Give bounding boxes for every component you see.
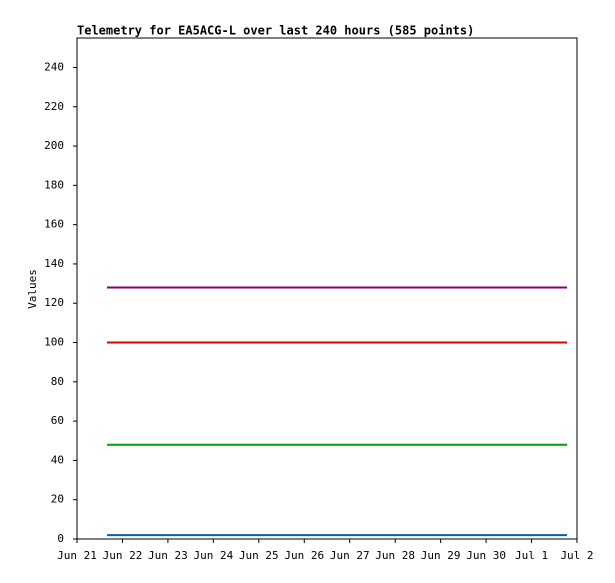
y-axis-label: Values xyxy=(26,269,39,309)
y-tick-label: 180 xyxy=(44,178,64,191)
x-tick-label: Jun 25 xyxy=(239,549,279,562)
x-tick-label: Jul 2 xyxy=(560,549,593,562)
x-tick-label: Jun 23 xyxy=(148,549,188,562)
y-tick-label: 0 xyxy=(57,532,64,545)
x-tick-label: Jun 27 xyxy=(330,549,370,562)
x-tick-label: Jun 22 xyxy=(103,549,143,562)
y-tick-label: 120 xyxy=(44,296,64,309)
x-tick-label: Jun 29 xyxy=(421,549,461,562)
y-tick-label: 80 xyxy=(51,375,64,388)
x-tick-label: Jun 21 xyxy=(57,549,97,562)
x-tick-label: Jul 1 xyxy=(515,549,548,562)
x-tick-label: Jun 28 xyxy=(375,549,415,562)
y-tick-label: 60 xyxy=(51,414,64,427)
y-tick-label: 140 xyxy=(44,257,64,270)
y-tick-label: 160 xyxy=(44,218,64,231)
y-tick-label: 100 xyxy=(44,336,64,349)
y-tick-label: 40 xyxy=(51,453,64,466)
plot-frame xyxy=(76,37,578,540)
y-tick-label: 240 xyxy=(44,60,64,73)
y-tick-label: 220 xyxy=(44,100,64,113)
x-tick-label: Jun 30 xyxy=(466,549,506,562)
x-tick-label: Jun 24 xyxy=(193,549,233,562)
x-tick-label: Jun 26 xyxy=(284,549,324,562)
y-tick-label: 20 xyxy=(51,493,64,506)
chart-title: Telemetry for EA5ACG-L over last 240 hou… xyxy=(77,24,474,38)
y-tick-label: 200 xyxy=(44,139,64,152)
